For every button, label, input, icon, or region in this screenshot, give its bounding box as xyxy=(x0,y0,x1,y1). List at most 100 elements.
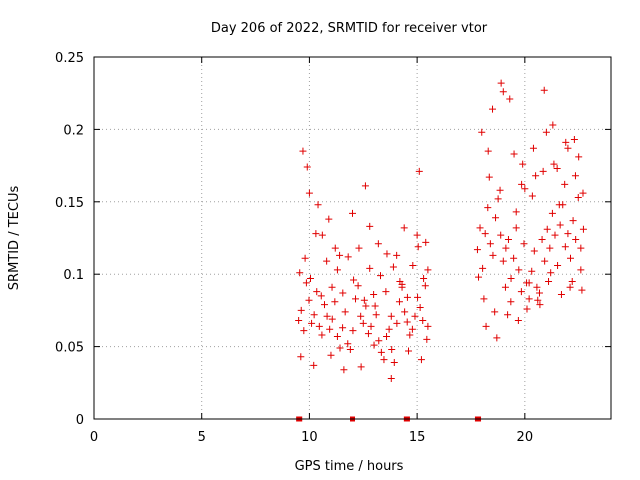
data-point xyxy=(546,244,554,252)
data-point xyxy=(301,254,309,262)
data-point xyxy=(553,164,561,172)
data-point xyxy=(318,331,326,339)
data-point xyxy=(420,275,428,283)
data-point xyxy=(542,128,550,136)
data-point xyxy=(479,264,487,272)
x-tick-label: 10 xyxy=(301,430,318,445)
x-tick-label: 0 xyxy=(90,430,98,445)
data-point xyxy=(497,79,505,87)
data-point xyxy=(349,209,356,217)
data-point xyxy=(357,363,365,371)
data-point xyxy=(354,282,362,290)
data-point xyxy=(333,266,341,274)
data-point xyxy=(507,275,515,283)
y-axis-label: SRMTID / TECUs xyxy=(7,186,22,291)
data-point xyxy=(572,235,580,243)
data-point xyxy=(548,209,556,217)
data-point xyxy=(405,347,413,355)
data-point xyxy=(401,308,409,316)
chart-title: Day 206 of 2022, SRMTID for receiver vto… xyxy=(211,21,488,36)
data-point xyxy=(539,167,547,175)
data-point xyxy=(306,275,314,283)
data-point xyxy=(325,215,333,223)
data-point xyxy=(372,311,380,319)
data-point xyxy=(328,283,336,291)
data-point xyxy=(393,251,401,259)
data-point xyxy=(510,150,518,158)
data-point xyxy=(408,325,416,333)
data-point xyxy=(566,283,574,291)
data-point xyxy=(416,304,424,312)
data-point xyxy=(344,340,352,348)
data-point xyxy=(517,288,525,296)
data-point xyxy=(556,221,564,229)
data-point xyxy=(550,160,558,168)
data-point xyxy=(377,348,385,356)
data-point xyxy=(352,295,360,303)
data-point xyxy=(551,231,559,239)
data-point xyxy=(499,88,507,96)
data-point xyxy=(569,217,577,225)
data-point xyxy=(296,269,304,277)
data-point xyxy=(475,273,483,281)
data-point xyxy=(318,231,326,239)
data-point xyxy=(519,160,527,168)
data-point xyxy=(303,163,311,171)
data-point xyxy=(393,319,401,327)
data-point xyxy=(480,295,488,303)
data-point xyxy=(382,288,390,296)
data-point xyxy=(422,238,430,246)
data-point xyxy=(300,327,308,335)
data-point xyxy=(398,283,406,291)
y-tick-label: 0 xyxy=(76,413,84,428)
data-point xyxy=(327,351,335,359)
data-point xyxy=(297,306,305,314)
data-point xyxy=(302,279,310,287)
data-point xyxy=(561,180,569,188)
data-point xyxy=(339,324,347,332)
data-point xyxy=(315,322,323,330)
data-point xyxy=(355,244,363,252)
y-tick-label: 0.15 xyxy=(55,196,84,211)
data-point xyxy=(579,225,587,233)
data-point xyxy=(523,305,531,313)
data-point xyxy=(395,298,403,306)
data-point xyxy=(339,289,347,297)
data-point xyxy=(529,144,537,152)
data-point xyxy=(406,331,414,339)
data-point xyxy=(567,254,575,262)
data-point xyxy=(383,332,391,340)
data-point xyxy=(528,192,536,200)
data-point xyxy=(380,356,388,364)
data-point xyxy=(545,277,553,285)
data-point xyxy=(507,298,515,306)
data-point xyxy=(308,319,316,327)
data-point xyxy=(370,341,378,349)
y-tick-label: 0.1 xyxy=(63,268,84,283)
x-tick-label: 5 xyxy=(198,430,206,445)
data-point xyxy=(564,230,572,238)
data-point xyxy=(501,283,509,291)
data-point xyxy=(521,185,529,193)
data-point xyxy=(370,290,378,298)
data-point xyxy=(536,301,544,309)
y-tick-label: 0.2 xyxy=(63,123,84,138)
data-point xyxy=(336,344,344,352)
data-point xyxy=(543,225,551,233)
data-point xyxy=(371,302,379,310)
data-point xyxy=(570,136,578,144)
data-point xyxy=(357,312,365,320)
data-point xyxy=(510,254,518,262)
data-point xyxy=(520,240,528,248)
data-point xyxy=(538,235,546,243)
data-point xyxy=(313,288,321,296)
data-point xyxy=(535,289,543,297)
data-point xyxy=(485,173,493,181)
data-point xyxy=(349,327,357,335)
y-tick-label: 0.25 xyxy=(55,51,84,66)
data-point xyxy=(387,312,395,320)
data-point xyxy=(568,277,576,285)
data-point xyxy=(310,311,318,319)
data-point xyxy=(423,335,431,343)
data-point xyxy=(387,374,395,382)
